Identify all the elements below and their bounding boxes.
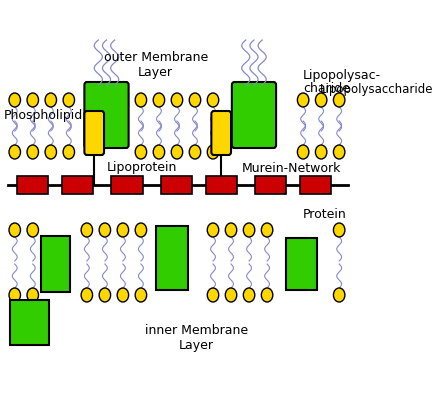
Circle shape (117, 288, 128, 302)
Circle shape (189, 145, 200, 159)
Bar (111, 176, 142, 194)
Bar (17, 176, 48, 194)
Circle shape (333, 288, 344, 302)
Bar (254, 176, 285, 194)
Circle shape (63, 93, 74, 107)
Circle shape (225, 223, 236, 237)
Circle shape (9, 93, 20, 107)
Circle shape (63, 145, 74, 159)
FancyBboxPatch shape (84, 111, 104, 155)
Circle shape (9, 288, 20, 302)
Circle shape (27, 223, 39, 237)
Circle shape (135, 93, 146, 107)
Circle shape (45, 93, 56, 107)
Text: Lipopolysaccharide: Lipopolysaccharide (319, 84, 432, 96)
Circle shape (135, 145, 146, 159)
Circle shape (297, 93, 308, 107)
Text: outer Membrane
Layer: outer Membrane Layer (103, 51, 207, 79)
FancyBboxPatch shape (84, 82, 128, 148)
Circle shape (27, 93, 39, 107)
Circle shape (99, 223, 110, 237)
Circle shape (207, 223, 218, 237)
Circle shape (207, 145, 218, 159)
Circle shape (153, 93, 164, 107)
Text: Phospholipid: Phospholipid (4, 108, 83, 122)
Circle shape (171, 93, 182, 107)
Circle shape (333, 93, 344, 107)
Circle shape (261, 223, 272, 237)
Circle shape (297, 145, 308, 159)
Bar (299, 176, 330, 194)
Circle shape (117, 223, 128, 237)
FancyBboxPatch shape (231, 82, 276, 148)
Circle shape (333, 223, 344, 237)
Bar (62, 176, 93, 194)
Text: Lipoprotein: Lipoprotein (106, 162, 177, 174)
Text: Murein-Network: Murein-Network (241, 162, 340, 174)
Circle shape (243, 288, 254, 302)
FancyBboxPatch shape (211, 111, 230, 155)
Bar (41, 236, 70, 292)
Circle shape (135, 223, 146, 237)
Circle shape (27, 288, 39, 302)
Circle shape (45, 145, 56, 159)
Bar (10, 300, 49, 345)
Circle shape (225, 288, 236, 302)
Circle shape (81, 223, 92, 237)
Bar (205, 176, 236, 194)
Circle shape (9, 145, 20, 159)
Circle shape (135, 288, 146, 302)
Circle shape (243, 223, 254, 237)
Circle shape (27, 145, 39, 159)
Circle shape (207, 288, 218, 302)
Circle shape (9, 223, 20, 237)
Circle shape (189, 93, 200, 107)
Circle shape (153, 145, 164, 159)
Text: inner Membrane
Layer: inner Membrane Layer (145, 324, 248, 352)
Circle shape (171, 145, 182, 159)
Circle shape (315, 93, 326, 107)
Text: Lipopolysac-: Lipopolysac- (302, 68, 380, 82)
Circle shape (333, 145, 344, 159)
Circle shape (99, 288, 110, 302)
Circle shape (81, 288, 92, 302)
Bar (160, 176, 191, 194)
Bar (285, 238, 316, 290)
Text: Protein: Protein (302, 208, 346, 222)
Text: charide: charide (302, 82, 349, 94)
Bar (155, 226, 188, 290)
Circle shape (261, 288, 272, 302)
Circle shape (207, 93, 218, 107)
Circle shape (315, 145, 326, 159)
